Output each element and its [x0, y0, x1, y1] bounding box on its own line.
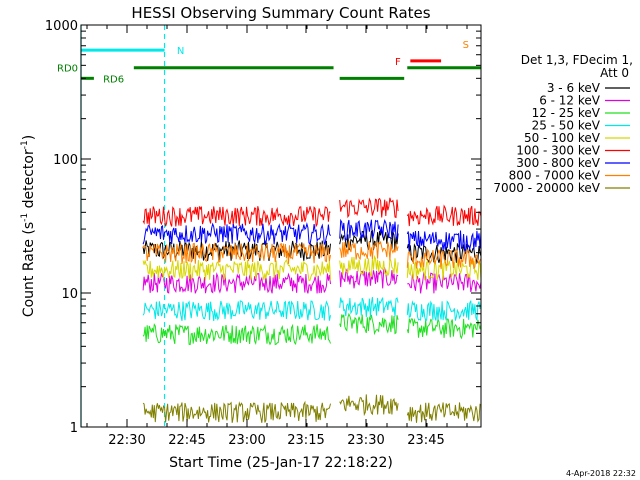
series-line-100-300-kev [142, 155, 482, 228]
series-line-25-50-kev [142, 249, 482, 322]
plot-frame [80, 24, 482, 428]
y-tick-label-0: 1 [70, 421, 78, 436]
x-tick-label-5: 23:45 [407, 433, 444, 448]
flag-label-f: F [395, 57, 401, 68]
x-tick-label-4: 23:30 [347, 433, 384, 448]
flag-label-rd6: RD6 [103, 74, 124, 85]
chart-title: HESSI Observing Summary Count Rates [131, 4, 430, 22]
y-tick-label-3: 1000 [45, 19, 78, 34]
x-tick-label-2: 23:00 [228, 433, 265, 448]
flag-label-s: S [463, 40, 469, 51]
legend-label-100-300-kev: 100 - 300 keV [516, 144, 600, 158]
axes: 1 10 100 1000 22:30 22:45 23:00 23:15 23:30 23:45 [45, 19, 481, 448]
legend-label-50-100-kev: 50 - 100 keV [524, 131, 601, 145]
series-line-12-25-kev [142, 267, 482, 346]
legend-header-line-1: Det 1,3, FDecim 1, [521, 53, 633, 67]
legend-label-12-25-kev: 12 - 25 keV [532, 106, 601, 120]
x-tick-label-0: 22:30 [108, 433, 145, 448]
x-axis-label: Start Time (25-Jan-17 22:18:22) [169, 455, 393, 471]
series-line-800-7000-kev [142, 198, 482, 270]
y-axis-label: Count Rate (s-1 detector-1) [20, 135, 37, 317]
legend-label-3-6-kev: 3 - 6 keV [547, 81, 601, 95]
y-tick-label-2: 100 [53, 153, 78, 168]
series-line-300-800-kev [142, 179, 482, 252]
plot-area: N RD0 RD6 F S [57, 25, 482, 427]
legend-header-line-2: Att 0 [600, 66, 629, 80]
flag-label-rd0: RD0 [57, 64, 78, 75]
x-tick-label-1: 22:45 [168, 433, 205, 448]
timestamp: 4-Apr-2018 22:32 [566, 469, 636, 478]
legend-label-6-12-kev: 6 - 12 keV [539, 94, 601, 108]
y-tick-label-1: 10 [61, 287, 78, 302]
x-tick-label-3: 23:15 [287, 433, 324, 448]
flag-label-n: N [177, 46, 184, 57]
legend-label-800-7000-kev: 800 - 7000 keV [509, 169, 601, 183]
legend-label-25-50-kev: 25 - 50 keV [532, 119, 601, 133]
legend-label-7000-20000-kev: 7000 - 20000 keV [493, 181, 600, 195]
series-line-7000-20000-kev [142, 351, 482, 423]
series-line-6-12-kev [142, 222, 482, 294]
legend-label-300-800-kev: 300 - 800 keV [516, 156, 600, 170]
